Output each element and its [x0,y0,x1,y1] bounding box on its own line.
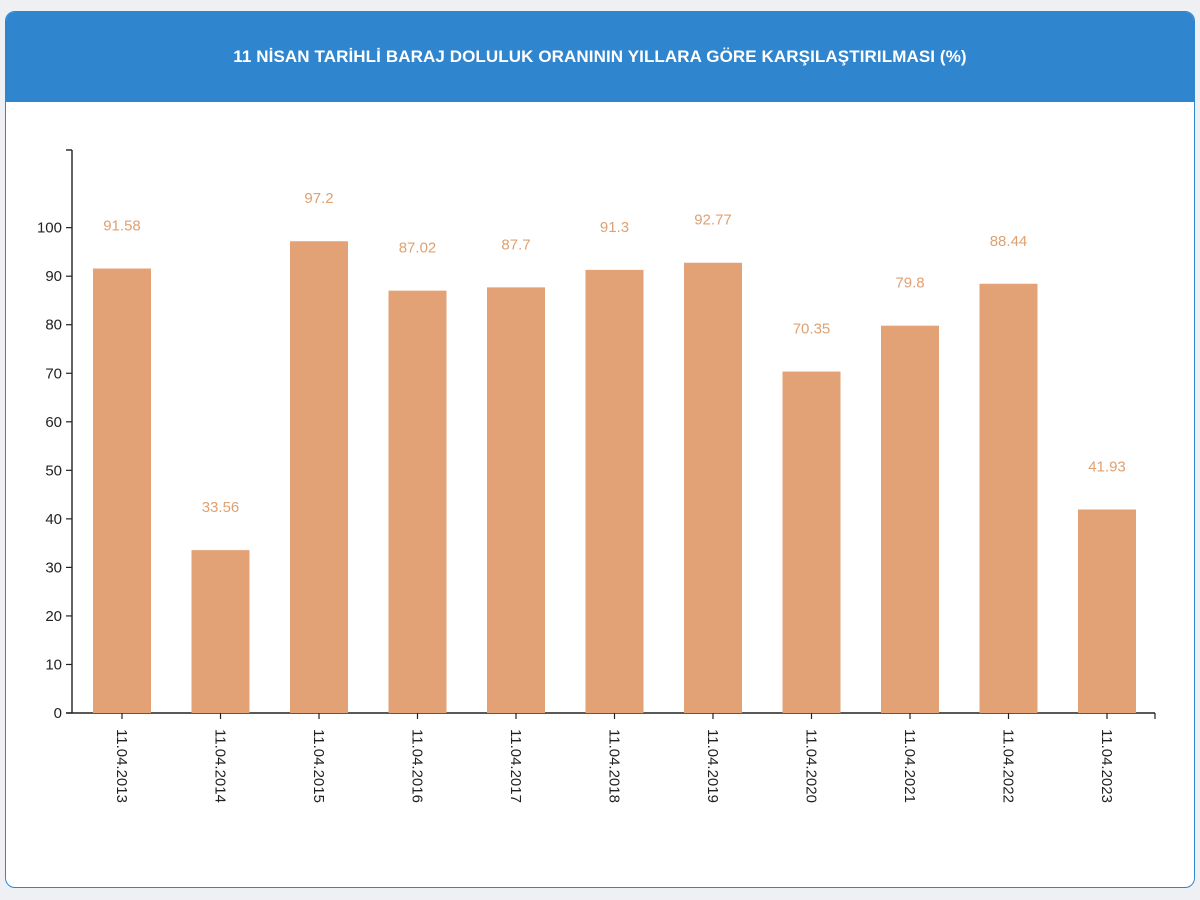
data-label: 41.93 [1088,458,1126,475]
bar-11.04.2013 [93,268,151,713]
data-label: 88.44 [990,233,1028,250]
y-tick-label: 80 [45,317,62,334]
bar-11.04.2023 [1078,509,1136,713]
y-tick-label: 70 [45,365,62,382]
bar-11.04.2019 [684,262,742,713]
y-axis: 0 10 20 30 40 50 60 70 80 90 100 [37,149,73,722]
data-label: 79.8 [895,275,924,292]
y-tick-label: 30 [45,559,62,576]
data-label: 87.02 [399,240,437,257]
x-tick-label: 11.04.2022 [1000,729,1017,803]
y-tick-label: 20 [45,608,62,625]
x-tick-label: 11.04.2015 [310,729,327,803]
data-label: 33.56 [202,499,240,516]
y-tick-label: 0 [54,705,62,722]
bar-11.04.2017 [487,287,545,713]
x-tick-label: 11.04.2021 [901,729,918,803]
data-label: 91.3 [600,219,629,236]
x-tick-label: 11.04.2013 [113,729,130,803]
x-tick-label: 11.04.2020 [803,729,820,803]
y-tick-label: 50 [45,462,62,479]
y-tick-label: 10 [45,656,62,673]
bar-11.04.2015 [290,241,348,714]
value-labels: 91.58 33.56 97.2 87.02 87.7 91.3 92.77 70.35 79.… [103,190,1126,516]
bar-11.04.2016 [388,290,447,713]
data-label: 97.2 [304,190,333,207]
data-label: 92.77 [694,212,732,229]
data-label: 70.35 [793,321,831,338]
x-axis: 11.04.2013 11.04.2014 11.04.2015 11.04.2016… [66,712,1156,803]
bars [93,241,1136,714]
chart-title: 11 NİSAN TARİHLİ BARAJ DOLULUK ORANININ … [233,47,967,66]
bar-11.04.2014 [191,550,250,713]
chart-header: 11 NİSAN TARİHLİ BARAJ DOLULUK ORANININ … [6,12,1194,102]
bar-11.04.2021 [881,325,939,713]
y-tick-label: 100 [37,220,62,237]
y-tick-label: 90 [45,268,62,285]
y-tick-label: 40 [45,511,62,528]
data-label: 87.7 [501,236,530,253]
bar-11.04.2018 [585,269,644,713]
bar-11.04.2022 [979,283,1038,713]
x-tick-label: 11.04.2017 [507,729,524,803]
x-tick-label: 11.04.2023 [1098,729,1115,803]
data-label: 91.58 [103,218,141,235]
bar-11.04.2020 [782,371,841,713]
x-tick-label: 11.04.2019 [704,729,721,803]
x-tick-label: 11.04.2016 [409,729,426,803]
y-tick-label: 60 [45,414,62,431]
x-tick-label: 11.04.2018 [606,729,623,803]
x-tick-label: 11.04.2014 [212,729,229,803]
